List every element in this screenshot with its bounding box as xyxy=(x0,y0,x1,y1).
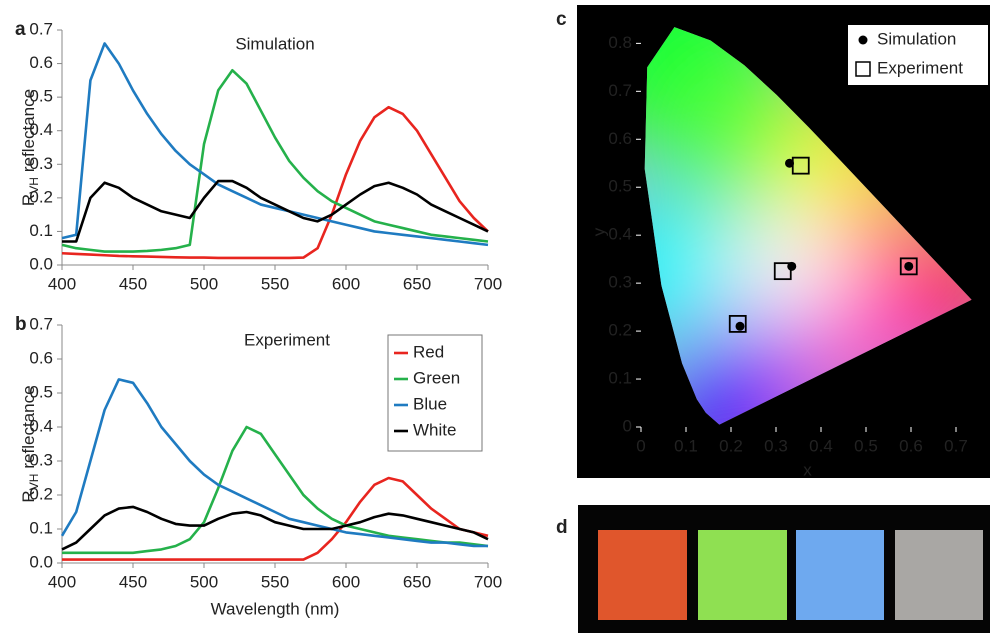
x-tick-label: 0.5 xyxy=(854,436,878,455)
x-tick-label: 700 xyxy=(474,572,502,591)
y-tick-label: 0.5 xyxy=(608,177,632,196)
experiment-marker xyxy=(899,257,918,276)
y-axis-label: RVH reflectance xyxy=(19,385,41,502)
x-tick-label: 500 xyxy=(190,274,218,293)
y-tick-label: 0.5 xyxy=(29,87,53,106)
y-tick-label: 0.1 xyxy=(29,221,53,240)
y-label-suffix: reflectance xyxy=(19,89,38,172)
y-tick-label: 0 xyxy=(623,416,632,435)
spectrum-line xyxy=(62,476,489,561)
panel-label: d xyxy=(556,517,568,538)
spectrum-line xyxy=(61,505,489,551)
y-tick-label: 0.7 xyxy=(29,19,53,38)
legend-marker xyxy=(855,61,871,77)
experiment-marker xyxy=(773,262,792,281)
panel-label: a xyxy=(15,19,26,40)
x-tick-label: 0.1 xyxy=(674,436,698,455)
x-tick-label: 550 xyxy=(261,572,289,591)
y-tick-label: 0.2 xyxy=(608,321,632,340)
y-tick-label: 0.3 xyxy=(29,154,53,173)
x-tick-label: 600 xyxy=(332,274,360,293)
y-axis-label: RVH reflectance xyxy=(19,89,41,206)
y-tick-label: 0.4 xyxy=(29,416,53,435)
y-tick-label: 0.5 xyxy=(29,382,53,401)
legend-label: White xyxy=(413,420,456,439)
x-tick-label: 0.7 xyxy=(944,436,968,455)
x-tick-label: 0 xyxy=(636,436,645,455)
white-sample xyxy=(895,530,983,620)
x-tick-label: 650 xyxy=(403,274,431,293)
y-axis-label: y xyxy=(589,227,608,236)
y-tick-label: 0.3 xyxy=(29,450,53,469)
simulation-marker xyxy=(785,158,794,168)
panel-label: b xyxy=(15,314,27,335)
y-tick-label: 0.7 xyxy=(608,81,632,100)
y-tick-label: 0.6 xyxy=(29,53,53,72)
green-sample xyxy=(698,530,787,620)
gamut-color xyxy=(644,198,734,339)
spectrum-line xyxy=(61,68,489,253)
y-tick-label: 0.1 xyxy=(29,518,53,537)
legend-label: Red xyxy=(413,342,444,361)
x-tick-label: 600 xyxy=(332,572,360,591)
red-sample xyxy=(598,530,687,620)
legend-label: Blue xyxy=(413,394,447,413)
x-tick-label: 0.6 xyxy=(899,436,923,455)
y-label-main: R xyxy=(19,194,38,206)
y-tick-label: 0.4 xyxy=(608,225,632,244)
legend-label: Experiment xyxy=(877,58,963,77)
legend-label: Green xyxy=(413,368,460,387)
experiment-marker xyxy=(791,156,810,175)
x-tick-label: 400 xyxy=(48,274,76,293)
annotation: Experiment xyxy=(244,330,330,349)
legend-marker xyxy=(858,35,868,45)
x-tick-label: 0.4 xyxy=(809,436,833,455)
y-tick-label: 0.7 xyxy=(29,314,53,333)
spectrum-line xyxy=(62,179,489,243)
y-tick-label: 0.8 xyxy=(608,33,632,52)
x-tick-label: 500 xyxy=(190,572,218,591)
y-tick-label: 0.4 xyxy=(29,120,53,139)
y-tick-label: 0.2 xyxy=(29,484,53,503)
annotation: Simulation xyxy=(235,34,314,53)
y-tick-label: 0.3 xyxy=(608,273,632,292)
experiment-marker xyxy=(728,314,747,333)
x-tick-label: 450 xyxy=(119,274,147,293)
y-tick-label: 0.0 xyxy=(29,254,53,273)
x-axis-label: x xyxy=(803,460,812,479)
spectrum-line xyxy=(62,425,489,555)
x-tick-label: 650 xyxy=(403,572,431,591)
simulation-marker xyxy=(735,321,745,331)
spectrum-line xyxy=(60,378,488,548)
simulation-marker xyxy=(904,261,914,271)
panel-label: c xyxy=(556,9,567,30)
spectrum-line xyxy=(61,42,489,247)
legend-box xyxy=(848,25,988,85)
simulation-marker xyxy=(787,261,797,271)
x-tick-label: 400 xyxy=(48,572,76,591)
x-axis-label: Wavelength (nm) xyxy=(211,599,340,618)
x-tick-label: 550 xyxy=(261,274,289,293)
y-tick-label: 0.1 xyxy=(608,369,632,388)
y-tick-label: 0.6 xyxy=(608,129,632,148)
blue-sample xyxy=(796,530,884,620)
x-tick-label: 700 xyxy=(474,274,502,293)
x-tick-label: 0.2 xyxy=(719,436,743,455)
y-tick-label: 0.2 xyxy=(29,187,53,206)
x-tick-label: 450 xyxy=(119,572,147,591)
y-label-subscript: VH xyxy=(27,474,41,491)
y-label-subscript: VH xyxy=(27,177,41,194)
spectrum-line xyxy=(61,105,489,260)
y-label-suffix: reflectance xyxy=(19,385,38,468)
legend-label: Simulation xyxy=(877,29,956,48)
x-tick-label: 0.3 xyxy=(764,436,788,455)
y-tick-label: 0.0 xyxy=(29,552,53,571)
y-label-main: R xyxy=(19,490,38,502)
y-tick-label: 0.6 xyxy=(29,348,53,367)
